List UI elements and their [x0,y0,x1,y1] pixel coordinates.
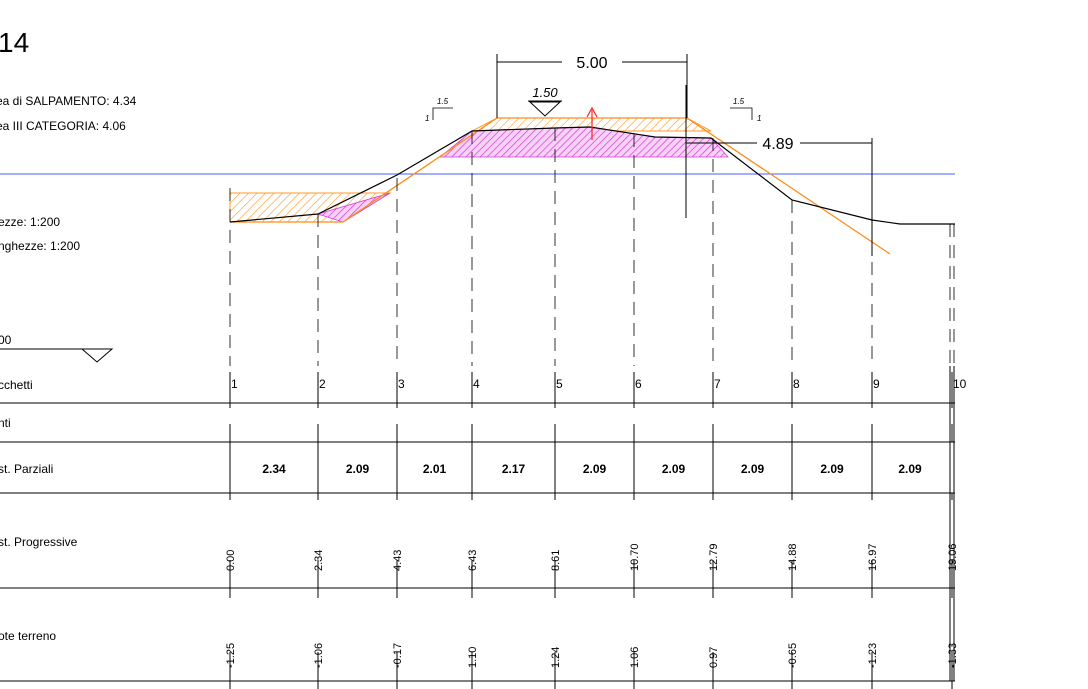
station-guide-lines [229,128,955,366]
station-label: 2 [319,377,326,391]
progressive-distance-label: 14.88 [787,543,799,571]
partial-distance-label: 2.09 [820,462,844,476]
station-label: 3 [398,377,405,391]
station-label: 7 [714,377,721,391]
ground-elevation-label: 1.24 [550,647,562,668]
datum-label: 00 [0,333,12,347]
ground-elevation-label: 1.06 [629,647,641,668]
data-table [0,402,955,682]
progressive-distance-label: 16.97 [867,543,879,571]
ground-elevation-label: -0.17 [392,643,404,668]
right-offset-label: 4.89 [762,136,793,153]
progressive-distance-label: 10.70 [629,543,641,571]
progressive-distance-label: 6.43 [467,550,479,571]
progressive-distance-label: 12.79 [708,543,720,571]
progressive-distance-label: 8.61 [550,550,562,571]
partial-distance-label: 2.34 [262,462,286,476]
crest-elevation-label: 1.50 [532,85,558,100]
station-label: 6 [635,377,642,391]
scale-lengths: nghezze: 1:200 [0,239,80,253]
area-third-category: ea III CATEGORIA: 4.06 [0,119,126,133]
station-ticks [229,372,953,689]
row-label-quote: ote terreno [0,629,56,643]
partial-distance-labels: 2.34 2.09 2.01 2.17 2.09 2.09 2.09 2.09 2.09 [262,462,922,476]
crest-arrow-icon [586,106,598,118]
progressive-distance-label: 2.34 [313,550,325,571]
progressive-distance-label: 0.00 [225,550,237,571]
row-label-parziali: st. Parziali [0,462,53,476]
scale-heights: ezze: 1:200 [0,215,60,229]
partial-distance-label: 2.09 [346,462,370,476]
station-label: 10 [953,377,967,391]
slope-right-v: 1 [757,114,761,123]
row-label-picchetti: cchetti [0,378,33,392]
cut-area-left [316,192,391,223]
ground-elevation-label: -1.25 [225,643,237,668]
ground-profile-line [229,126,955,225]
ground-elevation-label: -1.23 [867,643,879,668]
ground-elevation-label: -0.65 [787,643,799,668]
progressive-distance-labels: 0.00 2.34 4.43 6.43 8.61 10.70 12.79 14.88 16.97… [225,543,959,571]
crest-width-label: 5.00 [576,55,607,72]
partial-distance-label: 2.09 [898,462,922,476]
area-salpamento: ea di SALPAMENTO: 4.34 [0,94,137,108]
slope-left-h: 1.5 [437,97,449,106]
station-label: 9 [873,377,880,391]
partial-distance-label: 2.09 [662,462,686,476]
partial-distance-label: 2.01 [423,462,447,476]
partial-distance-label: 2.17 [502,462,526,476]
station-label: 8 [793,377,800,391]
ground-elevation-label: -1.33 [947,643,959,668]
section-number: 14 [0,27,29,58]
slope-indicator-left: 1.5 1 [425,97,453,123]
partial-distance-label: 2.09 [741,462,765,476]
progressive-distance-label: 19.06 [947,543,959,571]
parziali-cell-borders [229,366,955,681]
row-label-progressive: st. Progressive [0,535,78,549]
ground-elevation-label: 1.10 [467,647,479,668]
ground-elevation-label: -1.06 [313,643,325,668]
datum-triangle-icon [80,348,114,363]
progressive-distance-label: 4.43 [392,550,404,571]
slope-left-v: 1 [425,114,429,123]
slope-indicator-right: 1.5 1 [730,97,761,123]
station-label: 4 [473,377,480,391]
ground-elevation-label: 0.97 [708,647,720,668]
station-labels: 1 2 3 4 5 6 7 8 9 10 [231,377,967,391]
station-label: 5 [556,377,563,391]
partial-distance-label: 2.09 [583,462,607,476]
row-label-punti: nti [0,416,11,430]
station-label: 1 [231,377,238,391]
crest-elevation-triangle-icon [528,101,562,117]
ground-elevation-labels: -1.25 -1.06 -0.17 1.10 1.24 1.06 0.97 -0.65 -1.2… [225,643,959,668]
slope-right-h: 1.5 [733,97,745,106]
